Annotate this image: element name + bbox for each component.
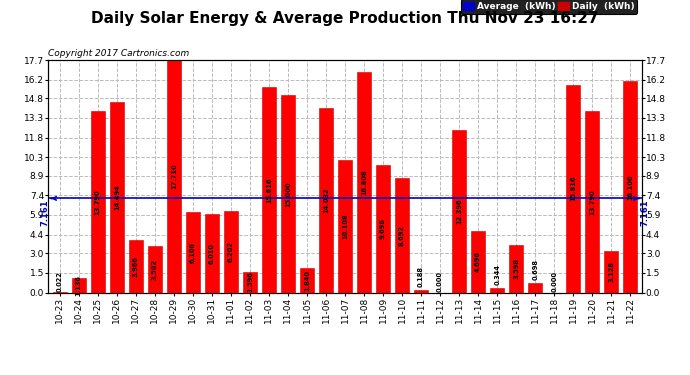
- Text: 8.692: 8.692: [399, 225, 405, 246]
- Bar: [395, 178, 409, 292]
- Text: 0.344: 0.344: [494, 264, 500, 285]
- Text: 13.790: 13.790: [589, 189, 595, 215]
- Bar: [604, 251, 618, 292]
- Bar: [262, 87, 276, 292]
- Bar: [357, 72, 371, 292]
- Bar: [566, 85, 580, 292]
- Text: 7.161: 7.161: [41, 200, 50, 226]
- Bar: [319, 108, 333, 292]
- Text: 16.808: 16.808: [361, 169, 367, 195]
- Text: 15.000: 15.000: [285, 181, 291, 207]
- Bar: [376, 165, 390, 292]
- Bar: [72, 278, 86, 292]
- Bar: [471, 231, 485, 292]
- Text: 1.136: 1.136: [76, 274, 81, 296]
- Bar: [623, 81, 638, 292]
- Bar: [585, 111, 600, 292]
- Bar: [148, 246, 162, 292]
- Bar: [205, 213, 219, 292]
- Text: 15.816: 15.816: [570, 176, 576, 201]
- Text: 1.596: 1.596: [247, 272, 253, 292]
- Text: 13.790: 13.790: [95, 189, 101, 215]
- Text: 10.108: 10.108: [342, 213, 348, 239]
- Text: 14.032: 14.032: [323, 188, 329, 213]
- Bar: [300, 268, 314, 292]
- Text: 15.616: 15.616: [266, 177, 272, 203]
- Bar: [528, 284, 542, 292]
- Text: 16.106: 16.106: [627, 174, 633, 200]
- Bar: [224, 211, 238, 292]
- Bar: [452, 130, 466, 292]
- Bar: [414, 290, 428, 292]
- Bar: [338, 160, 352, 292]
- Text: 3.502: 3.502: [152, 259, 158, 280]
- Text: 0.000: 0.000: [551, 271, 558, 292]
- Bar: [509, 245, 523, 292]
- Text: 6.010: 6.010: [209, 243, 215, 264]
- Text: 7.161: 7.161: [640, 200, 649, 226]
- Text: 0.000: 0.000: [437, 271, 443, 292]
- Bar: [186, 212, 200, 292]
- Bar: [128, 240, 143, 292]
- Text: 1.840: 1.840: [304, 270, 310, 291]
- Bar: [167, 60, 181, 292]
- Bar: [281, 96, 295, 292]
- Text: 3.966: 3.966: [132, 256, 139, 277]
- Text: 3.128: 3.128: [609, 261, 614, 282]
- Bar: [490, 288, 504, 292]
- Text: 14.494: 14.494: [114, 184, 120, 210]
- Text: 0.698: 0.698: [532, 259, 538, 280]
- Text: 17.710: 17.710: [171, 164, 177, 189]
- Legend: Average  (kWh), Daily  (kWh): Average (kWh), Daily (kWh): [461, 0, 637, 14]
- Text: 4.696: 4.696: [475, 251, 481, 272]
- Text: Copyright 2017 Cartronics.com: Copyright 2017 Cartronics.com: [48, 49, 190, 58]
- Text: Daily Solar Energy & Average Production Thu Nov 23 16:27: Daily Solar Energy & Average Production …: [91, 11, 599, 26]
- Text: 3.598: 3.598: [513, 258, 519, 279]
- Text: 6.202: 6.202: [228, 241, 234, 262]
- Text: 0.022: 0.022: [57, 271, 63, 292]
- Bar: [90, 111, 105, 292]
- Bar: [110, 102, 124, 292]
- Bar: [243, 272, 257, 292]
- Text: 0.188: 0.188: [418, 266, 424, 287]
- Text: 12.396: 12.396: [456, 198, 462, 224]
- Text: 9.696: 9.696: [380, 218, 386, 239]
- Text: 6.106: 6.106: [190, 242, 196, 263]
